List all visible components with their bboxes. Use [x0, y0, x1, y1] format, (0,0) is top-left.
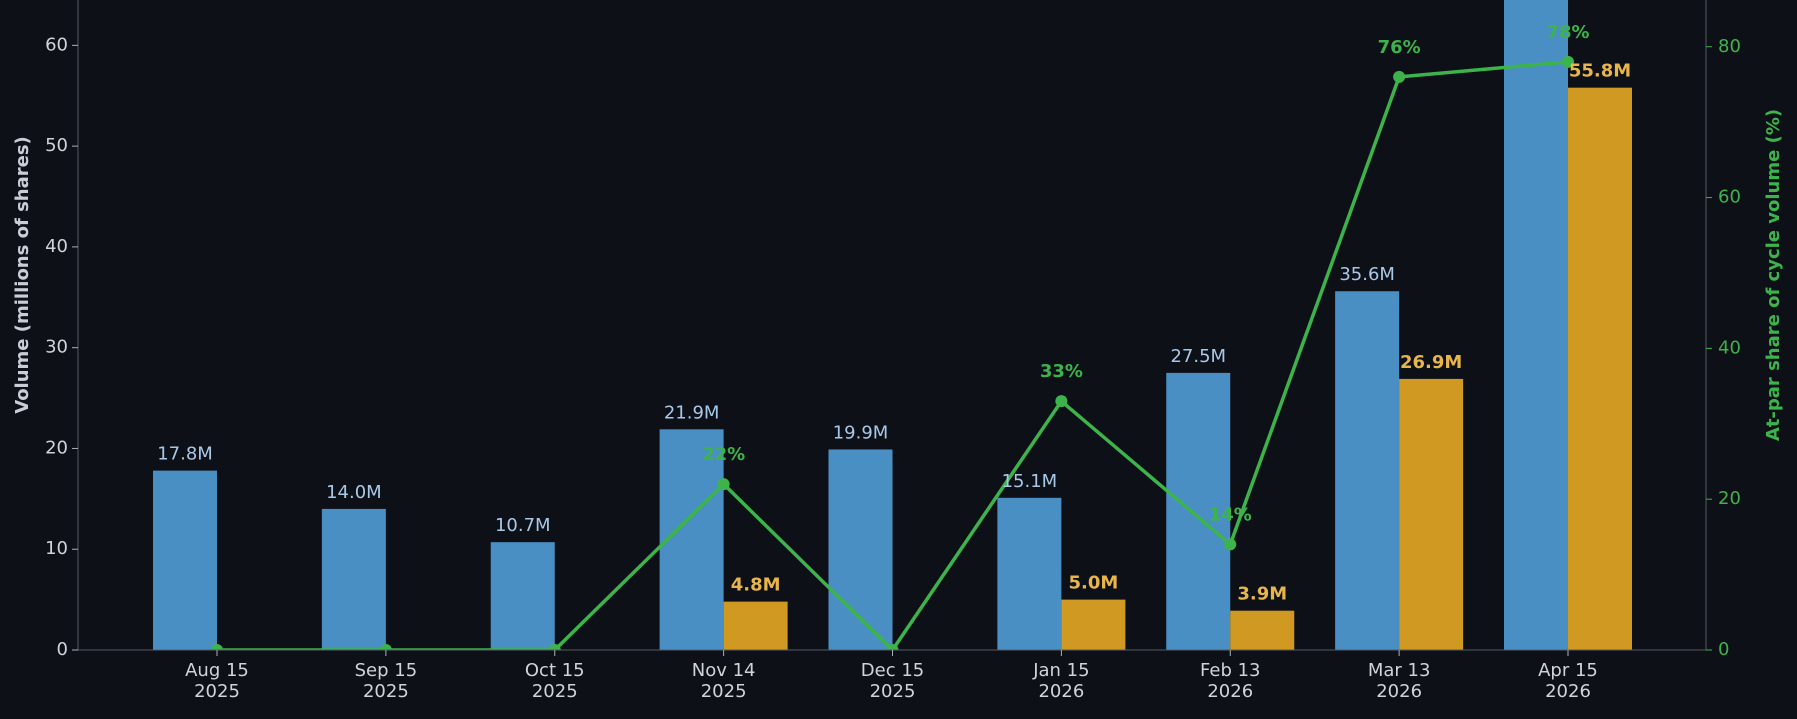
bar-value-label: 17.8M: [157, 444, 213, 465]
line-point: [1562, 55, 1574, 68]
y-tick-label: 0: [57, 639, 68, 660]
bar-value-label: 5.0M: [1068, 573, 1118, 594]
x-tick-label: Mar 13 2026: [1367, 660, 1431, 702]
y2-tick-label: 0: [1718, 639, 1729, 660]
x-tick-label: Jan 15 2026: [1033, 660, 1090, 702]
bar-value-label: 21.9M: [664, 402, 720, 423]
line-point: [717, 478, 730, 491]
line: [217, 60, 1569, 650]
line-value-label: 22%: [702, 444, 745, 465]
bar: [1230, 610, 1295, 650]
line-point: [1055, 395, 1068, 408]
y-axis-label: Volume (millions of shares): [12, 136, 33, 414]
x-tick-label: Feb 13 2026: [1200, 660, 1261, 702]
bar-value-label: 55.8M: [1569, 61, 1631, 82]
x-tick-label: Oct 15 2025: [524, 660, 585, 702]
y-tick-label: 30: [45, 337, 68, 358]
line-value-label: 33%: [1040, 361, 1083, 382]
x-tick-label: Nov 14 2025: [691, 660, 756, 702]
bar: [1335, 291, 1400, 650]
line-point: [548, 644, 561, 650]
x-tick-label: Sep 15 2025: [354, 660, 418, 702]
bar: [1568, 87, 1632, 650]
bar: [321, 508, 386, 650]
bar-value-label: 15.1M: [1002, 471, 1058, 492]
bar-value-label: 3.9M: [1237, 584, 1287, 605]
line-point: [886, 644, 899, 650]
bar: [1166, 372, 1231, 650]
line-point: [211, 644, 223, 650]
plot-area: [153, 0, 1632, 650]
bar: [1399, 378, 1464, 650]
y-tick-label: 60: [45, 34, 68, 55]
x-tick-label: Aug 15 2025: [185, 660, 249, 702]
x-tick-label: Apr 15 2026: [1538, 660, 1598, 702]
x-tick-label: Dec 15 2025: [860, 660, 925, 702]
y2-tick-label: 20: [1718, 488, 1741, 509]
bar: [1504, 0, 1568, 650]
line-point: [1393, 70, 1406, 83]
line-value-label: 78%: [1546, 22, 1589, 43]
y2-axis-label: At-par share of cycle volume (%): [1763, 109, 1784, 441]
bar-value-label: 26.9M: [1400, 352, 1462, 373]
bar: [153, 470, 217, 650]
y2-tick-label: 60: [1718, 187, 1741, 208]
y-tick-label: 20: [45, 437, 68, 458]
bar-value-label: 35.6M: [1339, 264, 1395, 285]
bar: [723, 601, 788, 650]
line-point: [1224, 538, 1237, 551]
bar-value-label: 19.9M: [833, 422, 889, 443]
bar: [490, 542, 555, 650]
y2-tick-label: 80: [1718, 36, 1741, 57]
bar: [1061, 599, 1126, 650]
line-value-label: 14%: [1209, 504, 1252, 525]
y-tick-label: 10: [45, 538, 68, 559]
bar-value-label: 10.7M: [495, 515, 551, 536]
y-tick-label: 50: [45, 135, 68, 156]
line-value-label: 76%: [1378, 37, 1421, 58]
y-tick-label: 40: [45, 236, 68, 257]
bar-value-label: 14.0M: [326, 482, 382, 503]
bar: [997, 497, 1062, 650]
bar-value-label: 4.8M: [731, 575, 781, 596]
y2-tick-label: 40: [1718, 337, 1741, 358]
bar-value-label: 27.5M: [1170, 346, 1226, 367]
line-point: [379, 644, 392, 650]
bar: [659, 429, 724, 650]
